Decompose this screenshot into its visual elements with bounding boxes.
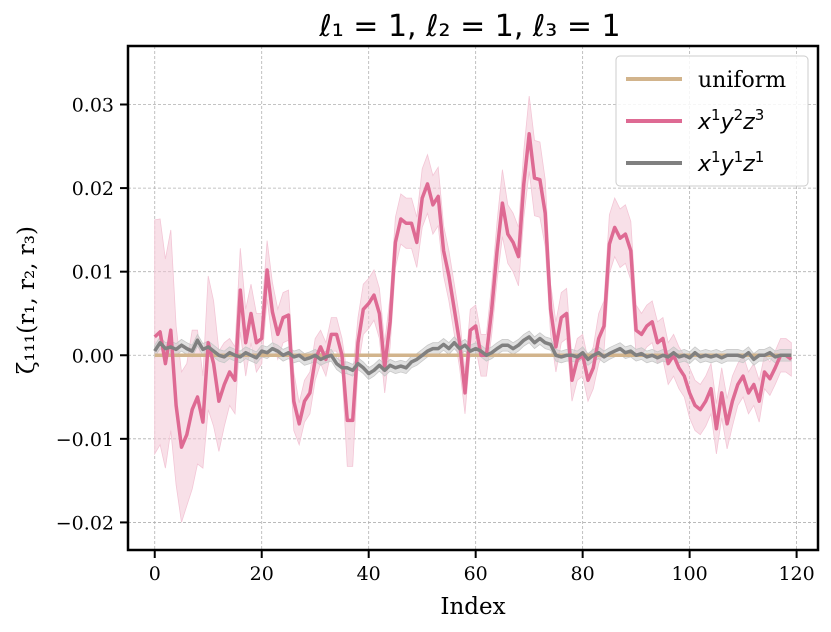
legend-label-x1y2z3: x1y2z3 — [697, 106, 764, 135]
legend-label-uniform: uniform — [698, 68, 786, 93]
x-tick-label: 0 — [149, 563, 161, 585]
legend-variable: y — [720, 110, 735, 135]
y-tick-label: −0.01 — [56, 429, 114, 451]
series-lines — [153, 132, 793, 449]
legend-variable: y — [720, 152, 735, 177]
legend-exponent: 3 — [755, 106, 765, 124]
x-tick-label: 40 — [357, 563, 381, 585]
band-x1y2z3 — [154, 96, 792, 523]
legend-exponent: 2 — [734, 106, 744, 124]
y-tick-label: 0.00 — [72, 345, 114, 367]
series-line-x1y1z1 — [153, 335, 792, 376]
legend-exponent: 1 — [711, 148, 721, 166]
x-tick-label: 100 — [671, 563, 707, 585]
grid — [128, 46, 818, 550]
axis-ticks: 0 20 40 60 80 100 120 −0.02 −0.01 0.00 0.01 0.02 0.0… — [56, 95, 815, 585]
legend-exponent: 1 — [755, 148, 765, 166]
legend-exponent: 1 — [711, 106, 721, 124]
chart-title: ℓ₁ = 1, ℓ₂ = 1, ℓ₃ = 1 — [318, 9, 620, 44]
y-tick-label: 0.03 — [72, 95, 114, 117]
x-axis-label: Index — [440, 594, 505, 620]
y-tick-label: −0.02 — [56, 512, 114, 534]
x-tick-label: 60 — [464, 563, 488, 585]
legend-variable: x — [697, 110, 712, 135]
legend-variable: z — [742, 110, 755, 135]
legend-box — [615, 55, 809, 187]
x-tick-label: 20 — [250, 563, 274, 585]
y-axis-label: ζ₁₁₁(r₁, r₂, r₃) — [14, 226, 40, 374]
y-tick-label: 0.01 — [72, 262, 114, 284]
plot-frame — [126, 44, 820, 552]
legend-variable: z — [742, 152, 755, 177]
x-tick-label: 80 — [571, 563, 595, 585]
legend-exponent: 1 — [734, 148, 744, 166]
legend-variable: x — [697, 152, 712, 177]
legend-label-x1y1z1: x1y1z1 — [697, 148, 764, 177]
x-tick-label: 120 — [778, 563, 814, 585]
series-line-x1y2z3 — [153, 132, 793, 449]
y-tick-label: 0.02 — [72, 178, 114, 200]
